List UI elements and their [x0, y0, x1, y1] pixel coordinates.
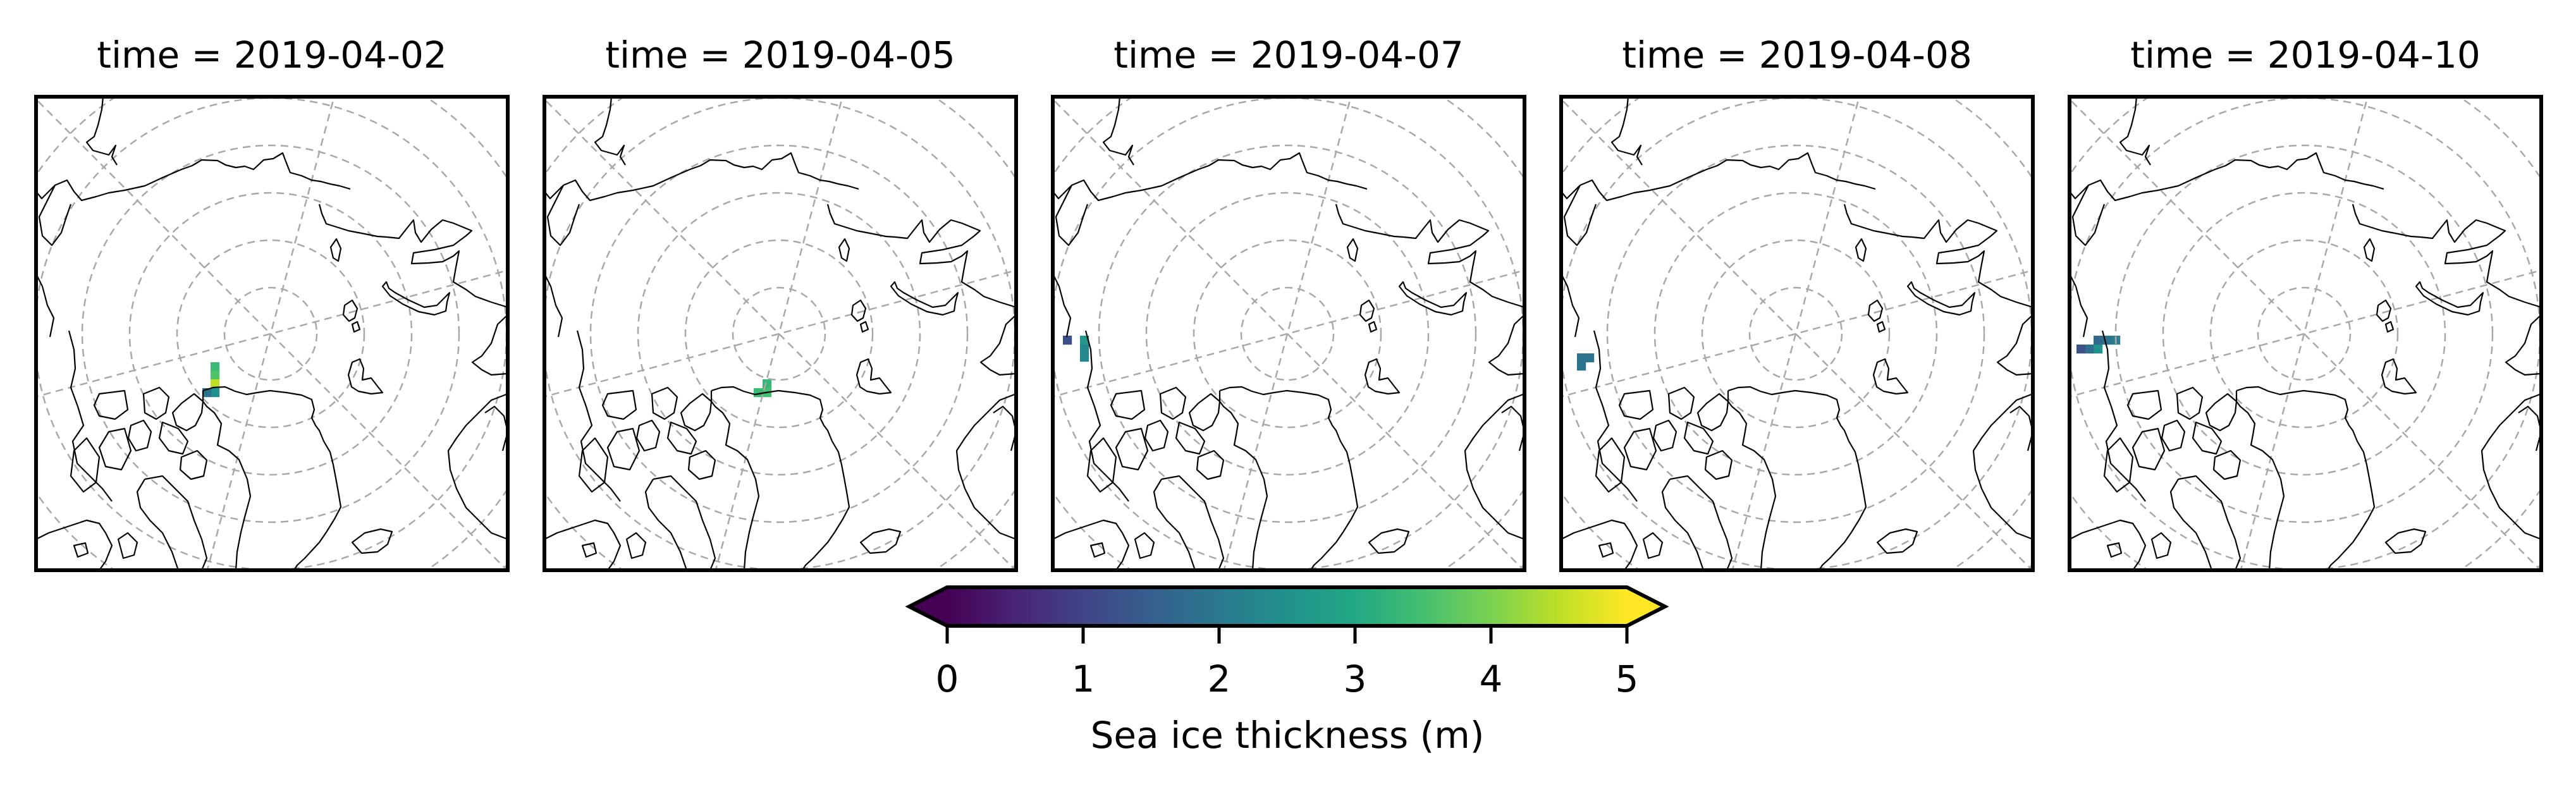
latitude-line	[223, 286, 318, 381]
latitude-line	[128, 192, 413, 476]
ice-thickness-cell	[1063, 336, 1072, 345]
ice-thickness-cell	[1577, 353, 1586, 363]
data-cells	[1577, 353, 1595, 371]
colorbar-tick-label: 5	[1616, 657, 1639, 700]
data-cells	[1063, 336, 1089, 362]
panel-title: time = 2019-04-10	[2130, 34, 2481, 76]
ice-thickness-cell	[1080, 353, 1089, 362]
map-panel: time = 2019-04-07	[1051, 34, 1526, 572]
colorbar-label: Sea ice thickness (m)	[1091, 714, 1485, 757]
colorbar-tick-label: 0	[936, 657, 959, 700]
panel-frame	[1559, 95, 2035, 572]
ice-thickness-cell	[1080, 345, 1089, 354]
ice-thickness-cell	[211, 362, 220, 372]
latitude-line	[589, 144, 969, 523]
map-area	[1561, 97, 2033, 570]
map-panel: time = 2019-04-05	[543, 34, 1018, 572]
map-area	[36, 97, 508, 570]
panel-frame	[2068, 95, 2543, 572]
colorbar-gradient	[947, 587, 1627, 626]
map-panel: time = 2019-04-08	[1559, 34, 2035, 572]
colorbar-ticks: 0 1 2 3 4 5	[936, 626, 1639, 700]
ocean-background	[1561, 97, 2033, 570]
latitude-line	[684, 239, 874, 429]
latitude-line	[1193, 239, 1382, 429]
ocean-background	[36, 97, 508, 570]
latitude-line	[1145, 192, 1430, 476]
colorbar-tick-label: 3	[1344, 657, 1367, 700]
colorbar-tick-label: 4	[1480, 657, 1503, 700]
panel-title: time = 2019-04-08	[1622, 34, 1972, 76]
colorbar-extend-min	[909, 587, 947, 626]
latitude-line	[176, 239, 365, 429]
latitude-line	[1701, 239, 1891, 429]
colorbar: 0 1 2 3 4 5 Sea ice thickness (m)	[905, 585, 1669, 757]
panel-frame	[34, 95, 510, 572]
ice-thickness-cell	[2094, 345, 2103, 354]
latitude-line	[1606, 144, 1985, 523]
ocean-background	[2070, 97, 2541, 570]
latitude-line	[2114, 144, 2494, 523]
ice-thickness-cell	[1577, 362, 1586, 371]
panel-title: time = 2019-04-05	[605, 34, 955, 76]
ice-thickness-cell	[1585, 353, 1595, 363]
ice-thickness-cell	[763, 379, 772, 389]
ocean-background	[544, 97, 1016, 570]
latitude-line	[732, 286, 826, 381]
ice-thickness-cell	[2094, 336, 2103, 345]
ice-thickness-cell	[2076, 345, 2086, 354]
map-area	[1053, 97, 1524, 570]
map-panel: time = 2019-04-02	[34, 34, 510, 572]
panel-title: time = 2019-04-07	[1113, 34, 1464, 76]
latitude-line	[1098, 144, 1477, 523]
panel-title: time = 2019-04-02	[97, 34, 447, 76]
ocean-background	[1053, 97, 1524, 570]
colorbar-tick-label: 2	[1208, 657, 1231, 700]
ice-thickness-cell	[211, 371, 220, 381]
ice-thickness-cell	[754, 388, 763, 398]
ice-thickness-cell	[211, 379, 220, 389]
latitude-line	[637, 192, 921, 476]
latitude-line	[2162, 192, 2446, 476]
latitude-line	[2209, 239, 2399, 429]
latitude-line	[1653, 192, 1938, 476]
ice-thickness-cell	[1080, 336, 1089, 345]
panel-frame	[543, 95, 1018, 572]
latitude-line	[81, 144, 460, 523]
ice-thickness-cell	[211, 388, 220, 398]
latitude-line	[2257, 286, 2352, 381]
ice-thickness-cell	[2085, 345, 2095, 354]
colorbar-extend-max	[1627, 587, 1665, 626]
latitude-line	[1240, 286, 1335, 381]
map-area	[544, 97, 1016, 570]
panel-frame	[1051, 95, 1526, 572]
latitude-line	[1748, 286, 1843, 381]
colorbar-tick-label: 1	[1072, 657, 1095, 700]
map-panel: time = 2019-04-10	[2068, 34, 2543, 572]
